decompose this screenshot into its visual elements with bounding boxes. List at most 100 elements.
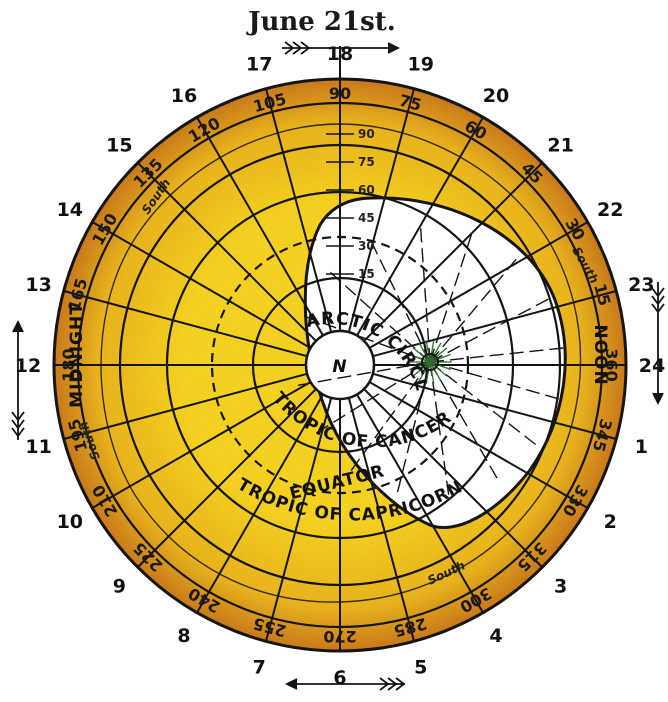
degree-label: 360: [602, 348, 621, 381]
axis-tick-label: 30: [358, 239, 375, 253]
hour-label: 15: [106, 134, 132, 156]
daylight-ray: [395, 361, 431, 499]
daylight-ray: [429, 254, 521, 363]
meridian-line: [63, 372, 308, 440]
sun-ray: [412, 347, 431, 363]
hour-label: 20: [483, 85, 509, 107]
hour-label: 17: [246, 54, 272, 76]
hour-label: 1: [635, 436, 648, 458]
daylight-ray: [429, 361, 451, 501]
top-arrow: [282, 41, 401, 55]
sun-ray: [429, 361, 448, 377]
sun-ray: [425, 340, 431, 363]
sun-ray: [429, 340, 435, 363]
daylight-ray: [429, 361, 565, 402]
meridian-line: [356, 393, 484, 614]
meridian-line: [356, 116, 484, 337]
hour-label: 7: [253, 656, 266, 678]
meridian-line: [368, 381, 589, 509]
sun-ray: [409, 361, 431, 371]
daylight-ray: [419, 222, 431, 363]
sun-ray: [429, 347, 448, 363]
sun-ray: [429, 353, 451, 363]
sun-ray: [429, 361, 451, 371]
hour-label: 16: [171, 85, 197, 107]
hour-label: 13: [25, 274, 51, 296]
hour-label: 12: [15, 355, 41, 377]
hour-label: 6: [333, 667, 346, 689]
sun-ray: [412, 361, 431, 377]
hour-label: 11: [25, 436, 51, 458]
hour-label: 22: [597, 199, 623, 221]
meridian-line: [265, 397, 333, 642]
meridian-line: [363, 162, 543, 342]
hour-label: 3: [554, 576, 567, 598]
diagram-title: June 21st.: [246, 7, 396, 37]
daylight-ray: [310, 361, 431, 437]
degree-label: 270: [323, 627, 356, 646]
daylight-ray: [325, 267, 431, 363]
axis-tick-label: 90: [358, 127, 375, 141]
hour-label: 19: [408, 54, 434, 76]
hour-label: 9: [113, 576, 126, 598]
meridian-line: [347, 397, 415, 642]
hour-label: 8: [177, 625, 190, 647]
meridian-line: [372, 290, 617, 358]
midnight-label: MIDNIGHT: [67, 302, 87, 408]
axis-tick-label: 60: [358, 183, 375, 197]
hour-label: 18: [327, 43, 353, 65]
left-arrow: [11, 319, 25, 440]
daylight-ray: [292, 361, 431, 388]
axis-tick-label: 45: [358, 211, 375, 225]
north-pole-label: N: [332, 357, 347, 377]
daylight-ray: [298, 313, 431, 363]
noon-label: NOON: [590, 324, 610, 385]
degree-label: 180: [59, 348, 78, 381]
right-arrow: [651, 282, 665, 406]
meridian-line: [137, 388, 317, 568]
hour-label: 4: [489, 625, 502, 647]
meridian-line: [265, 88, 333, 333]
sun-ray: [429, 342, 442, 363]
hour-label: 5: [414, 656, 427, 678]
meridian-line: [347, 88, 415, 333]
hour-label: 23: [628, 274, 654, 296]
axis-scale-ticks: 90 75 60 45 30 15: [326, 127, 375, 281]
sun-ray: [409, 353, 431, 363]
meridian-lines: [54, 79, 626, 651]
daylight-ray: [429, 228, 474, 363]
meridian-line: [196, 116, 324, 337]
daylight-ray: [429, 346, 570, 363]
daylight-ray: [429, 361, 541, 449]
meridian-line: [63, 290, 308, 358]
rotation-arrows: [11, 41, 665, 691]
hour-label: 10: [57, 511, 83, 533]
hour-label: 14: [57, 199, 83, 221]
meridian-line: [368, 221, 589, 349]
daylight-ray: [429, 295, 554, 363]
bottom-arrow: [284, 677, 406, 691]
sun-rays: [408, 340, 452, 384]
sun-ray: [429, 361, 442, 382]
daylight-ray: [429, 361, 501, 484]
daylight-ray: [347, 361, 431, 476]
sun-ray: [418, 361, 431, 382]
meridian-line: [363, 388, 543, 568]
meridian-line: [137, 162, 317, 342]
axis-tick-label: 15: [358, 267, 375, 281]
degree-label: 90: [329, 84, 351, 103]
daylight-ray: [367, 235, 431, 363]
hour-label: 2: [604, 511, 617, 533]
subsolar-point: [421, 353, 439, 371]
daylight-hour-rays: [292, 222, 570, 501]
axis-tick-label: 75: [358, 155, 375, 169]
meridian-line: [196, 393, 324, 614]
meridian-line: [91, 221, 312, 349]
hour-label: 24: [639, 355, 665, 377]
hour-label: 21: [547, 134, 573, 156]
meridian-line: [91, 381, 312, 509]
sun-ray: [429, 361, 435, 384]
sun-ray: [425, 361, 431, 384]
